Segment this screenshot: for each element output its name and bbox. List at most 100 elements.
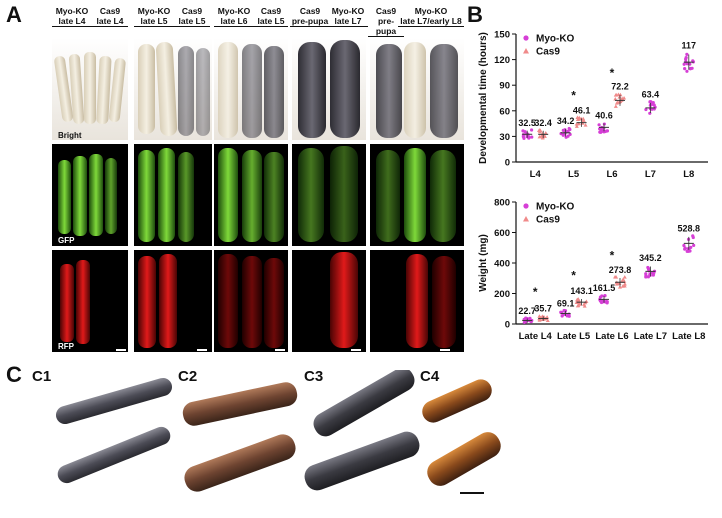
data-point-cas9	[545, 315, 550, 319]
panel-b-label: B	[467, 2, 483, 27]
panel-c-label: C	[6, 362, 22, 387]
data-point-cas9	[614, 92, 619, 97]
larva-c2-bottom	[184, 434, 296, 492]
data-point-myo-ko	[530, 135, 534, 139]
developmental-time-chart: 0 30 60 90 120 150 Developmental time (hours) L…	[478, 30, 708, 180]
gfp-larvae	[58, 146, 456, 242]
panel-c-larvae-photos	[55, 370, 501, 494]
panel-c3-label: C3	[304, 368, 324, 385]
data-point-myo-ko	[651, 273, 655, 277]
data-value-label: 22.7	[518, 306, 536, 316]
data-point-myo-ko	[652, 103, 656, 107]
data-point-myo-ko	[644, 275, 648, 279]
data-point-myo-ko	[560, 314, 564, 318]
y-tick-label: 800	[494, 198, 510, 209]
x-tick-label: L5	[568, 169, 580, 180]
data-point-cas9	[613, 97, 618, 101]
x-tick-label: L6	[606, 169, 617, 180]
data-point-cas9	[537, 317, 542, 322]
panel-c2-label: C2	[178, 368, 198, 385]
legend-marker-0	[523, 203, 529, 209]
y-tick-label: 0	[505, 158, 510, 169]
larva-c2-top	[182, 382, 298, 426]
data-point-myo-ko	[521, 133, 526, 137]
column-header-7: Cas9 pre-pupa	[290, 6, 330, 27]
data-point-myo-ko	[692, 243, 696, 247]
data-value-label: 40.6	[595, 110, 613, 120]
row-label-bright: Bright	[58, 131, 82, 140]
data-point-myo-ko	[691, 59, 695, 63]
data-point-cas9	[614, 275, 619, 279]
legend-label-1: Cas9	[536, 47, 560, 58]
data-point-myo-ko	[600, 299, 604, 303]
x-tick-label: Late L6	[595, 331, 628, 342]
data-value-label: 345.2	[639, 253, 662, 263]
data-point-cas9	[545, 318, 550, 323]
data-point-myo-ko	[568, 132, 572, 137]
data-point-cas9	[577, 302, 582, 306]
data-point-cas9	[538, 128, 543, 133]
column-header-6: Cas9 late L5	[254, 6, 288, 27]
data-value-label: 63.4	[642, 90, 660, 100]
legend-marker-1	[523, 216, 529, 222]
y-tick-label: 60	[499, 106, 510, 117]
column-header-8: Myo-KO late L7	[328, 6, 368, 27]
data-value-label: 528.8	[678, 223, 701, 233]
column-header-5: Myo-KO late L6	[214, 6, 254, 27]
row-label-gfp: GFP	[58, 236, 75, 245]
data-point-myo-ko	[648, 111, 652, 115]
pupa-c4-bottom	[427, 432, 501, 486]
data-point-cas9	[617, 95, 622, 99]
data-point-myo-ko	[685, 69, 689, 73]
y-tick-label: 90	[499, 81, 510, 92]
legend-marker-1	[523, 48, 529, 54]
data-point-cas9	[576, 297, 581, 301]
panel-c1-label: C1	[32, 368, 52, 385]
data-point-myo-ko	[686, 247, 690, 251]
data-point-cas9	[618, 92, 623, 97]
data-point-cas9	[537, 134, 542, 139]
scale-bar-4	[351, 349, 361, 351]
y-tick-label: 0	[505, 320, 510, 331]
data-point-cas9	[622, 95, 627, 100]
bright-larvae	[54, 40, 458, 138]
x-tick-label: L7	[645, 169, 656, 180]
data-point-myo-ko	[682, 62, 686, 66]
data-point-myo-ko	[685, 62, 689, 66]
larva-c1-top	[55, 377, 173, 425]
data-point-myo-ko	[647, 267, 651, 271]
data-point-cas9	[581, 116, 586, 121]
row-label-rfp: RFP	[58, 342, 74, 351]
data-point-myo-ko	[690, 66, 694, 70]
scale-bar-3	[275, 349, 285, 351]
scale-bar-c	[460, 492, 484, 494]
significance-marker: *	[533, 285, 538, 299]
significance-marker: *	[571, 269, 576, 283]
y-axis-label: Developmental time (hours)	[478, 32, 489, 164]
data-point-cas9	[622, 275, 627, 279]
data-point-cas9	[613, 104, 618, 108]
scale-bar-1	[116, 349, 126, 351]
y-tick-label: 120	[494, 55, 510, 66]
data-point-cas9	[582, 304, 587, 308]
legend-marker-0	[523, 35, 529, 41]
data-point-myo-ko	[685, 52, 689, 56]
data-point-myo-ko	[524, 316, 528, 320]
data-point-myo-ko	[527, 135, 531, 139]
data-point-myo-ko	[683, 66, 687, 71]
data-value-label: 32.5	[518, 118, 536, 128]
data-point-myo-ko	[561, 128, 565, 132]
panel-c4-label: C4	[420, 368, 440, 385]
weight-chart: 0 200 400 600 800 Weight (mg) Late L4 Late L5 La…	[478, 198, 708, 342]
panel-a-photo-grid	[52, 38, 464, 352]
data-point-myo-ko	[562, 308, 566, 313]
data-value-label: 46.1	[573, 105, 591, 115]
data-point-myo-ko	[644, 107, 648, 112]
pupa-c4-top	[422, 379, 492, 423]
data-point-myo-ko	[682, 243, 686, 248]
column-header-10: Myo-KO late L7/early L8	[398, 6, 464, 27]
data-point-myo-ko	[648, 272, 652, 277]
data-point-cas9	[617, 281, 622, 286]
scale-bar-5	[440, 349, 450, 351]
data-point-myo-ko	[599, 130, 603, 134]
